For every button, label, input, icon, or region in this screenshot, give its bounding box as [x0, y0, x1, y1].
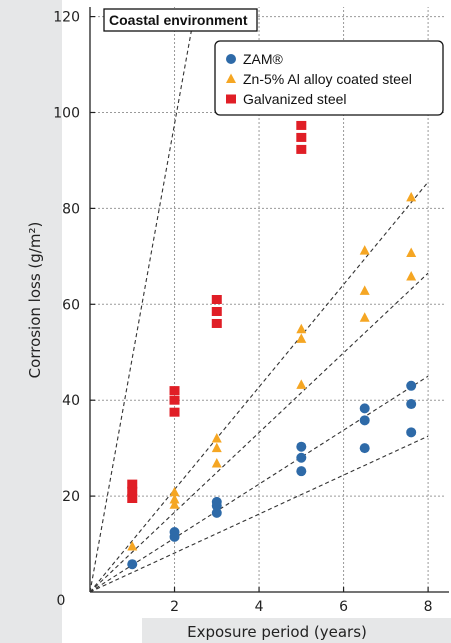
triangle-point [296, 323, 307, 334]
circle-point [169, 527, 180, 538]
trend-line [90, 435, 429, 592]
y-tick-label: 80 [62, 201, 80, 217]
circle-point [296, 441, 307, 452]
legend-triangle-icon [226, 73, 236, 83]
square-point [127, 486, 138, 496]
circle-point [211, 507, 222, 518]
circle-point [211, 496, 222, 507]
x-tick-label: 2 [170, 599, 179, 615]
square-point [127, 493, 138, 503]
x-axis-title: Exposure period (years) [187, 623, 367, 641]
y-tick-label: 20 [62, 489, 80, 505]
legend-square-icon [226, 94, 236, 104]
square-point [211, 318, 222, 328]
y-axis-title: Corrosion loss (g/m²) [26, 222, 44, 379]
triangle-point [211, 442, 222, 453]
circle-point [406, 380, 417, 391]
data-marks [127, 120, 417, 570]
chart-title: Coastal environment [109, 12, 248, 28]
triangle-point [359, 312, 370, 322]
circle-point [406, 399, 417, 410]
triangle-point [211, 433, 222, 443]
circle-point [359, 443, 370, 454]
triangle-point [359, 285, 370, 295]
title-box [103, 8, 258, 32]
triangle-point [406, 191, 417, 202]
trend-line [90, 375, 429, 592]
y-tick-label: 120 [53, 10, 80, 26]
circle-point [296, 466, 307, 477]
triangle-point [296, 379, 307, 389]
circle-point [359, 403, 370, 414]
y-tick-label: 60 [62, 297, 80, 313]
triangle-point [127, 540, 138, 551]
legend-label: Galvanized steel [243, 91, 347, 107]
trend-lines [90, 7, 429, 592]
legend-circle-icon [226, 54, 236, 64]
square-point [296, 144, 307, 154]
circle-point [406, 427, 417, 438]
triangle-point [406, 270, 417, 281]
triangle-point [406, 247, 417, 257]
x-axis-band [142, 618, 451, 643]
axes [89, 7, 449, 593]
tick-labels: 0 2 4 6 8 20 40 60 80 100 120 [53, 10, 432, 615]
triangle-point [211, 457, 222, 468]
triangle-point [169, 486, 180, 497]
square-point [169, 386, 180, 396]
triangle-point [296, 333, 307, 343]
trend-line [90, 7, 197, 592]
x-tick-label: 0 [57, 593, 66, 609]
legend: ZAM® Zn-5% Al alloy coated steel Galvanize… [226, 51, 412, 107]
square-point [211, 306, 222, 316]
x-tick-label: 6 [339, 599, 348, 615]
trend-line [90, 181, 429, 592]
circle-point [359, 415, 370, 426]
square-point [296, 132, 307, 142]
circle-point [127, 559, 138, 570]
x-tick-label: 4 [255, 599, 264, 615]
square-point [169, 407, 180, 417]
legend-label: Zn-5% Al alloy coated steel [243, 71, 412, 87]
legend-box [214, 40, 444, 116]
circle-point [296, 452, 307, 463]
triangle-point [169, 493, 180, 504]
square-point [169, 395, 180, 405]
y-axis-band [0, 0, 62, 643]
trend-line [90, 272, 429, 592]
y-tick-label: 40 [62, 393, 80, 409]
y-tick-label: 100 [53, 105, 80, 121]
triangle-point [359, 245, 370, 255]
square-point [296, 120, 307, 130]
square-point [127, 479, 138, 489]
legend-label: ZAM® [243, 51, 284, 67]
x-tick-label: 8 [424, 599, 433, 615]
square-point [211, 295, 222, 304]
triangle-point [169, 499, 180, 509]
